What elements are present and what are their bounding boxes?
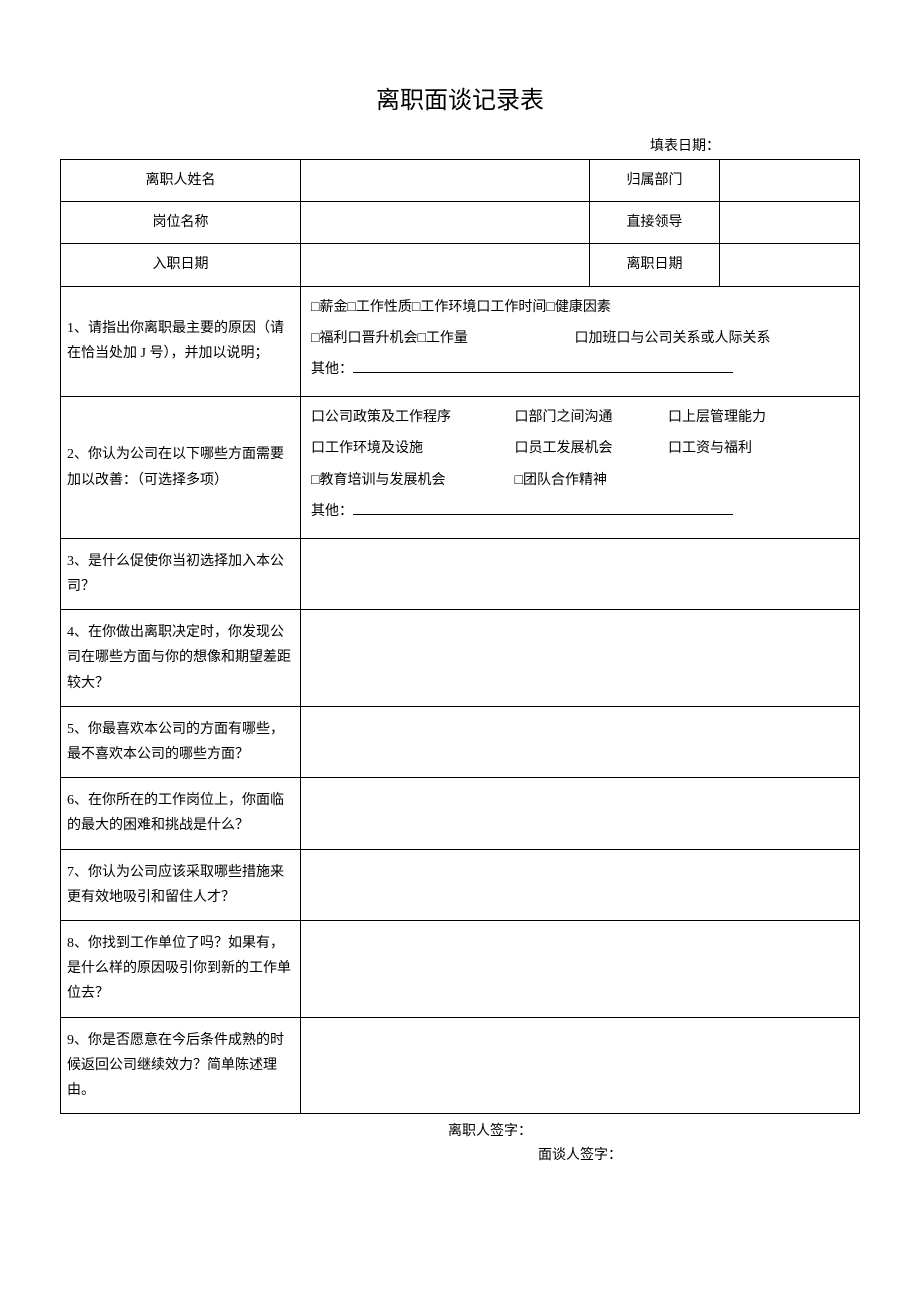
resignee-signature-label: 离职人签字：	[60, 1120, 860, 1140]
label-position: 岗位名称	[61, 202, 301, 244]
value-dept[interactable]	[720, 160, 860, 202]
q4-question: 4、在你做出离职决定时，你发现公司在哪些方面与你的想像和期望差距较大？	[61, 610, 301, 707]
value-leavedate[interactable]	[720, 244, 860, 286]
q7-question: 7、你认为公司应该采取哪些措施来更有效地吸引和留住人才？	[61, 849, 301, 920]
q9-answer[interactable]	[301, 1017, 860, 1114]
label-dept: 归属部门	[590, 160, 720, 202]
q5-answer[interactable]	[301, 706, 860, 777]
interview-form-table: 离职人姓名 归属部门 岗位名称 直接领导 入职日期 离职日期 1、请指出你离职最…	[60, 159, 860, 1114]
q3-answer[interactable]	[301, 538, 860, 609]
q8-question: 8、你找到工作单位了吗？如果有，是什么样的原因吸引你到新的工作单位去？	[61, 920, 301, 1017]
q2-row1: 口公司政策及工作程序 口部门之间沟通 口上层管理能力	[311, 405, 849, 430]
value-supervisor[interactable]	[720, 202, 860, 244]
q6-answer[interactable]	[301, 778, 860, 849]
q1-question: 1、请指出你离职最主要的原因（请在恰当处加 J 号），并加以说明；	[61, 286, 301, 397]
label-leavedate: 离职日期	[590, 244, 720, 286]
signatures: 离职人签字： 面谈人签字：	[60, 1120, 860, 1164]
q1-line1: □薪金□工作性质□工作环境口工作时间□健康因素	[311, 295, 849, 320]
q2-question: 2、你认为公司在以下哪些方面需要加以改善：（可选择多项）	[61, 397, 301, 539]
q1-options[interactable]: □薪金□工作性质□工作环境口工作时间□健康因素 □福利口晋升机会□工作量 口加班…	[301, 286, 860, 397]
label-name: 离职人姓名	[61, 160, 301, 202]
q8-answer[interactable]	[301, 920, 860, 1017]
q5-question: 5、你最喜欢本公司的方面有哪些，最不喜欢本公司的哪些方面？	[61, 706, 301, 777]
q2-other: 其他：	[311, 499, 849, 524]
q2-options[interactable]: 口公司政策及工作程序 口部门之间沟通 口上层管理能力 口工作环境及设施 口员工发…	[301, 397, 860, 539]
q2-row3: □教育培训与发展机会 □团队合作精神	[311, 468, 849, 493]
q2-row2: 口工作环境及设施 口员工发展机会 口工资与福利	[311, 436, 849, 461]
q4-answer[interactable]	[301, 610, 860, 707]
label-joindate: 入职日期	[61, 244, 301, 286]
q6-question: 6、在你所在的工作岗位上，你面临的最大的困难和挑战是什么？	[61, 778, 301, 849]
page-title: 离职面谈记录表	[60, 80, 860, 115]
value-name[interactable]	[301, 160, 590, 202]
q9-question: 9、你是否愿意在今后条件成熟的时候返回公司继续效力？简单陈述理由。	[61, 1017, 301, 1114]
date-label: 填表日期：	[60, 135, 860, 155]
q7-answer[interactable]	[301, 849, 860, 920]
value-position[interactable]	[301, 202, 590, 244]
interviewer-signature-label: 面谈人签字：	[60, 1144, 860, 1164]
q3-question: 3、是什么促使你当初选择加入本公司？	[61, 538, 301, 609]
q1-other: 其他：	[311, 357, 849, 382]
q1-line2: □福利口晋升机会□工作量 口加班口与公司关系或人际关系	[311, 326, 849, 351]
label-supervisor: 直接领导	[590, 202, 720, 244]
value-joindate[interactable]	[301, 244, 590, 286]
